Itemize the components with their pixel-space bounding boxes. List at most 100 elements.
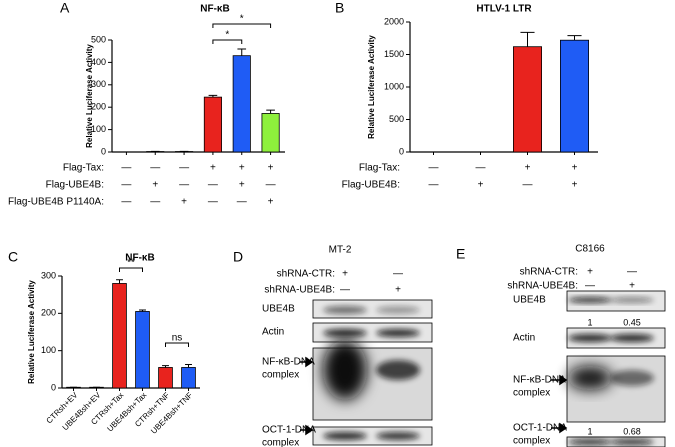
chart-title: NF-κB (200, 4, 229, 15)
blot-band (323, 340, 367, 400)
blot-bands (568, 334, 654, 342)
condition-label: shRNA-UBE4B: (264, 285, 335, 296)
condition-value: — (429, 180, 439, 191)
quantification: 1 (587, 317, 592, 327)
y-tick-label: 200 (91, 102, 106, 112)
condition-value: + (268, 197, 274, 208)
condition-value: — (340, 285, 350, 296)
error-bar (237, 48, 247, 56)
bar (232, 55, 251, 153)
blot-bands (568, 366, 654, 390)
blot-title: MT-2 (329, 245, 352, 256)
condition-value: — (429, 163, 439, 174)
blot-bands (323, 340, 420, 400)
blot-label: Actin (513, 333, 535, 344)
blot-band (610, 334, 654, 342)
condition-value: + (478, 180, 484, 191)
significance-label: * (240, 14, 244, 25)
blot-band (323, 432, 367, 440)
blot-band (610, 439, 654, 445)
blot-bands (323, 329, 420, 337)
blot-bands (323, 306, 420, 314)
blot-bands (323, 432, 420, 440)
error-bar (162, 365, 169, 368)
blot-band (568, 366, 612, 390)
blot-band (568, 297, 612, 303)
condition-value: — (523, 180, 533, 191)
condition-value: — (121, 197, 131, 208)
error-bar (567, 35, 582, 41)
significance-label: ns (172, 333, 183, 344)
y-tick-label: 0 (51, 382, 56, 392)
blot-bands (568, 439, 654, 445)
blot-band (610, 297, 654, 303)
condition-value: + (239, 163, 245, 174)
panel-letter: A (60, 0, 70, 16)
error-bar (185, 363, 192, 368)
y-tick-label: 300 (41, 270, 56, 280)
arrow (551, 422, 568, 434)
blot-title: C8166 (575, 244, 605, 255)
panel-letter: E (456, 246, 465, 262)
blot-band (610, 370, 654, 386)
y-tick-label: 500 (389, 114, 404, 124)
quantification: 1 (587, 426, 592, 436)
y-tick-label: 1500 (384, 49, 404, 59)
condition-value: — (393, 269, 403, 280)
y-tick-label: 400 (91, 57, 106, 67)
blot-label: complex (262, 370, 299, 381)
significance-bracket (165, 342, 189, 347)
chart-title: HTLV-1 LTR (476, 4, 532, 15)
blot-label: OCT-1-DNA (513, 423, 567, 434)
error-bar (266, 109, 275, 114)
blot-label: NF-κB-DNA (513, 375, 566, 386)
blot-band (376, 306, 420, 314)
bar (203, 96, 222, 153)
error-bar (520, 31, 535, 47)
blot-label: UBE4B (262, 304, 295, 315)
condition-value: + (342, 269, 348, 280)
quantification: 0.45 (623, 317, 641, 327)
blot-label: complex (513, 388, 550, 399)
condition-value: + (152, 180, 158, 191)
blot-box (312, 322, 433, 343)
panel-letter: C (8, 249, 18, 265)
panel-letter: D (233, 249, 243, 265)
y-tick-label: 1000 (384, 81, 404, 91)
panel-letter: B (335, 0, 344, 16)
blot-label: OCT-1-DNA (262, 425, 316, 436)
bar (158, 367, 173, 389)
y-tick-label: 200 (41, 308, 56, 318)
condition-value: + (572, 180, 578, 191)
bar (135, 311, 150, 389)
significance-label: ** (127, 258, 135, 269)
condition-label: Flag-Tax: (359, 163, 400, 174)
condition-value: — (121, 180, 131, 191)
condition-value: + (525, 163, 531, 174)
condition-value: — (150, 197, 160, 208)
condition-value: — (121, 163, 131, 174)
blot-band (376, 432, 420, 440)
blot-label: complex (513, 436, 550, 447)
condition-value: — (179, 163, 189, 174)
y-tick-label: 100 (91, 124, 106, 134)
bar (181, 367, 196, 389)
blot-label: complex (262, 438, 299, 447)
condition-value: — (627, 267, 637, 278)
condition-value: — (266, 180, 276, 191)
bar (261, 113, 280, 153)
y-tick-label: 0 (399, 146, 404, 156)
significance-label: * (225, 30, 229, 41)
condition-value: + (268, 163, 274, 174)
arrow (300, 356, 314, 368)
condition-label: Flag-UBE4B: (342, 180, 400, 191)
error-bar (139, 309, 146, 312)
condition-label: Flag-UBE4B: (46, 180, 104, 191)
error-bar (116, 279, 123, 284)
condition-value: + (572, 163, 578, 174)
condition-value: — (208, 197, 218, 208)
arrow (551, 374, 568, 386)
bar (513, 46, 543, 153)
quantification: 0.68 (623, 426, 641, 436)
